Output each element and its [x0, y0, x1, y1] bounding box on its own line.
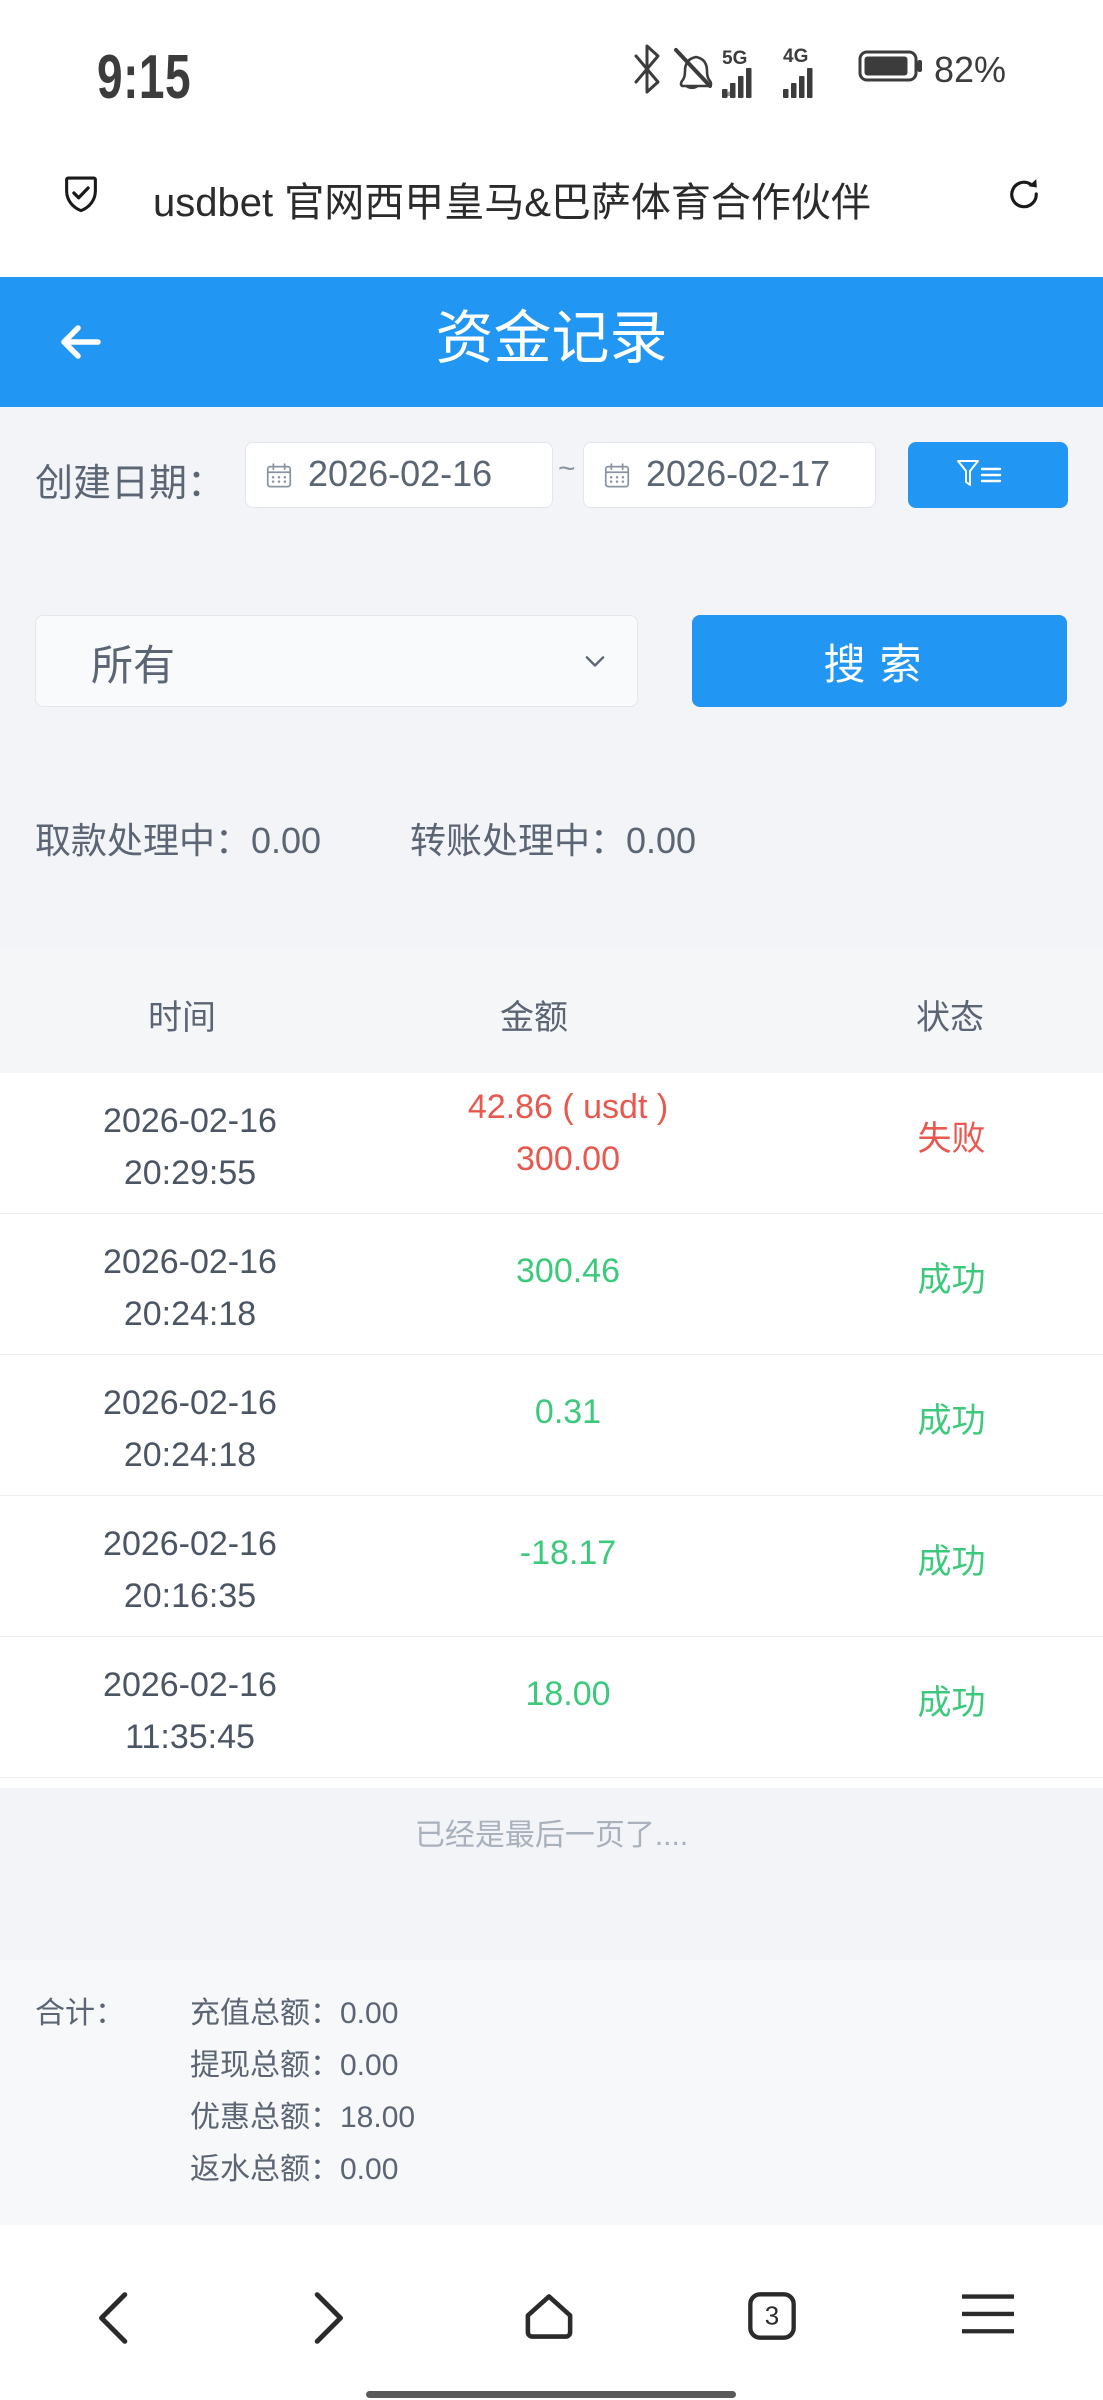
- svg-text:5G: 5G: [722, 48, 747, 69]
- svg-text:82%: 82%: [934, 49, 1006, 90]
- svg-text:3: 3: [765, 2301, 779, 2331]
- svg-text:4G: 4G: [783, 46, 808, 67]
